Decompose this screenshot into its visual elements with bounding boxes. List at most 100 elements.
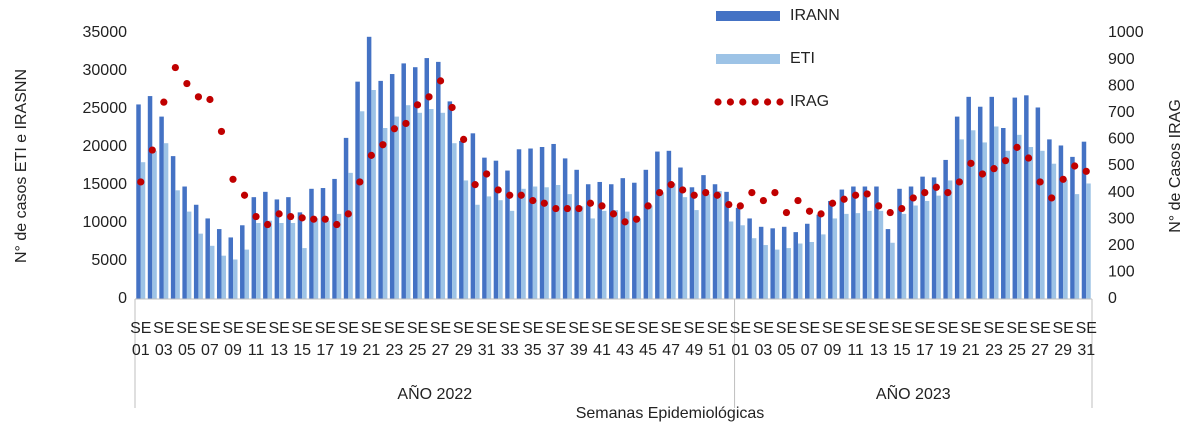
- dot: [805, 207, 814, 215]
- bar: [993, 126, 999, 299]
- x-tick-label: SE 33: [499, 320, 521, 359]
- x-tick-label: SE 03: [153, 320, 175, 359]
- x-tick-label: SE 31: [475, 320, 498, 359]
- bar: [205, 218, 210, 299]
- x-tick-label: SE 17: [314, 320, 336, 359]
- dot: [344, 210, 352, 218]
- bar: [251, 197, 257, 299]
- y2-tick-label: 100: [1108, 264, 1135, 281]
- bar: [959, 139, 964, 299]
- dot: [1024, 154, 1033, 162]
- y-tick-label: 25000: [83, 100, 128, 117]
- bar: [597, 181, 602, 299]
- x-tick-label: SE 05: [775, 320, 798, 359]
- dot: [1048, 194, 1056, 202]
- bar: [302, 248, 307, 299]
- x-tick-label: SE 15: [891, 320, 913, 359]
- dot: [333, 220, 341, 229]
- bar: [671, 183, 676, 299]
- dot: [609, 210, 618, 218]
- legend-swatch: [764, 98, 772, 106]
- bar: [851, 186, 856, 299]
- dot: [817, 210, 825, 218]
- dot: [656, 189, 664, 197]
- y2-tick-label: 900: [1108, 51, 1135, 68]
- x-tick-label: SE 01: [130, 320, 152, 359]
- dot: [886, 208, 894, 217]
- bar: [521, 188, 526, 299]
- dot: [240, 191, 249, 199]
- dot: [621, 218, 629, 226]
- dot: [598, 202, 606, 210]
- group-label: AÑO 2022: [397, 383, 472, 403]
- bar: [1001, 128, 1006, 299]
- bar: [982, 142, 987, 299]
- bar: [136, 104, 141, 299]
- dot: [1071, 162, 1079, 170]
- y2-tick-label: 1000: [1108, 24, 1144, 41]
- bar: [279, 223, 284, 299]
- bar: [256, 223, 261, 299]
- dot: [436, 77, 445, 85]
- bar: [574, 169, 579, 299]
- bar: [740, 225, 745, 299]
- bar: [682, 197, 688, 299]
- bar: [966, 96, 971, 299]
- x-tick-label: SE 35: [522, 320, 544, 359]
- dot: [1013, 143, 1021, 151]
- bar: [355, 81, 360, 299]
- bar: [601, 210, 607, 299]
- bar: [901, 213, 907, 299]
- bar: [885, 229, 891, 299]
- y-axis-title: N° de casos ETI e IRASNN: [13, 69, 30, 263]
- y2-tick-label: 300: [1108, 210, 1135, 227]
- dot: [748, 189, 756, 197]
- legend-swatch: [716, 54, 780, 64]
- bar: [643, 169, 649, 299]
- x-tick-label: SE 41: [591, 320, 613, 359]
- bar: [839, 189, 845, 299]
- bar: [297, 212, 303, 299]
- bar: [493, 160, 499, 299]
- dot: [494, 186, 502, 194]
- bar: [931, 177, 937, 299]
- dot: [828, 199, 837, 207]
- dot: [782, 208, 791, 217]
- dot: [644, 202, 652, 210]
- bar: [516, 149, 522, 299]
- legend-label: IRAG: [790, 93, 829, 110]
- x-tick-label: SE 05: [176, 320, 198, 359]
- dot: [1036, 178, 1044, 186]
- x-tick-label: SE 31: [1075, 320, 1097, 359]
- bar: [954, 116, 960, 299]
- dot: [898, 204, 906, 213]
- bar: [325, 220, 330, 299]
- dot: [194, 93, 203, 101]
- y2-tick-label: 700: [1108, 104, 1135, 121]
- dot: [932, 183, 940, 191]
- dot: [471, 181, 479, 189]
- bar: [551, 143, 556, 299]
- bar: [908, 186, 914, 299]
- bar: [828, 200, 833, 299]
- bar: [763, 245, 768, 299]
- bar: [1074, 194, 1080, 299]
- bar: [359, 111, 365, 299]
- dot: [402, 119, 410, 128]
- dot: [955, 178, 964, 186]
- bar: [1005, 150, 1011, 299]
- legend-swatch: [726, 98, 735, 106]
- bar: [655, 151, 660, 299]
- bar: [193, 204, 199, 299]
- x-tick-label: SE 25: [406, 320, 429, 359]
- bar: [440, 112, 446, 299]
- x-tick-label: SE 47: [660, 320, 682, 359]
- dot: [713, 191, 721, 199]
- legend-swatch: [716, 11, 780, 21]
- y-tick-label: 10000: [83, 214, 128, 231]
- bar: [412, 67, 418, 299]
- bar: [747, 218, 752, 299]
- bar: [436, 61, 441, 299]
- dot: [852, 191, 860, 199]
- bar: [924, 200, 930, 299]
